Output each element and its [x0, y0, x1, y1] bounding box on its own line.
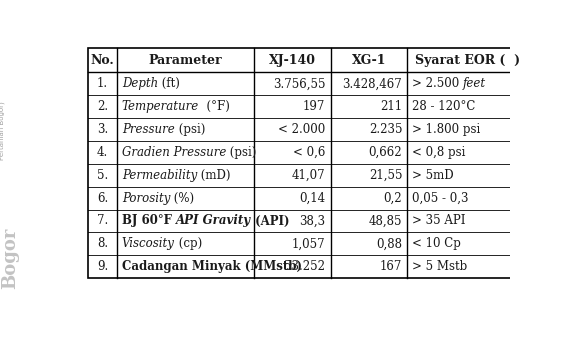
Text: (psi): (psi) [226, 146, 257, 159]
Text: 0,2: 0,2 [384, 191, 402, 205]
Text: No.: No. [91, 54, 115, 67]
Text: (%): (%) [170, 191, 194, 205]
Text: > 5 Mstb: > 5 Mstb [412, 260, 467, 273]
Text: 3.428,467: 3.428,467 [342, 77, 402, 90]
Text: Temperature: Temperature [122, 100, 199, 113]
Text: (°F): (°F) [199, 100, 230, 113]
Text: XG-1: XG-1 [352, 54, 386, 67]
Text: < 2.000: < 2.000 [278, 123, 325, 136]
Text: 2.235: 2.235 [369, 123, 402, 136]
Text: (cp): (cp) [175, 237, 202, 250]
Text: < 10 Cp: < 10 Cp [412, 237, 461, 250]
Text: 28 - 120°C: 28 - 120°C [412, 100, 475, 113]
Text: 4.: 4. [97, 146, 108, 159]
Text: 0,662: 0,662 [369, 146, 402, 159]
Text: 1,057: 1,057 [291, 237, 325, 250]
Text: Pressure: Pressure [122, 123, 175, 136]
Text: < 0,6: < 0,6 [293, 146, 325, 159]
Text: Porosity: Porosity [122, 191, 170, 205]
Text: 38,3: 38,3 [299, 215, 325, 227]
Text: 1.: 1. [97, 77, 108, 90]
Text: 167: 167 [380, 260, 402, 273]
Text: (API): (API) [251, 215, 290, 227]
Text: > 35 API: > 35 API [412, 215, 466, 227]
Text: 7.: 7. [97, 215, 108, 227]
Text: (ft): (ft) [158, 77, 180, 90]
Text: 211: 211 [380, 100, 402, 113]
Text: > 2.500: > 2.500 [412, 77, 463, 90]
Text: Bogor: Bogor [1, 228, 19, 289]
Text: API Gravity: API Gravity [176, 215, 251, 227]
Text: > 1.800 psi: > 1.800 psi [412, 123, 480, 136]
Text: 3.756,55: 3.756,55 [273, 77, 325, 90]
Text: (psi): (psi) [175, 123, 205, 136]
Text: BJ 60°F: BJ 60°F [122, 215, 176, 227]
Text: 9.: 9. [97, 260, 108, 273]
Text: feet: feet [463, 77, 486, 90]
Text: 41,07: 41,07 [291, 169, 325, 182]
Text: 5.: 5. [97, 169, 108, 182]
Text: 2.: 2. [97, 100, 108, 113]
Text: 0,88: 0,88 [376, 237, 402, 250]
Text: (mD): (mD) [197, 169, 231, 182]
Text: > 5mD: > 5mD [412, 169, 454, 182]
Text: Syarat EOR (  ): Syarat EOR ( ) [414, 54, 520, 67]
Text: XJ-140: XJ-140 [269, 54, 316, 67]
Text: 53.252: 53.252 [284, 260, 325, 273]
Text: 197: 197 [303, 100, 325, 113]
Text: 0,05 - 0,3: 0,05 - 0,3 [412, 191, 468, 205]
Text: Pertanian Bogor): Pertanian Bogor) [0, 102, 5, 160]
Text: Viscosity: Viscosity [122, 237, 175, 250]
Text: 48,85: 48,85 [369, 215, 402, 227]
Text: 8.: 8. [97, 237, 108, 250]
Text: Gradien Pressure: Gradien Pressure [122, 146, 226, 159]
Text: 21,55: 21,55 [369, 169, 402, 182]
Text: 0,14: 0,14 [299, 191, 325, 205]
Text: Depth: Depth [122, 77, 158, 90]
Text: 3.: 3. [97, 123, 108, 136]
Text: Cadangan Minyak (MMstb): Cadangan Minyak (MMstb) [122, 260, 302, 273]
Text: Permeability: Permeability [122, 169, 197, 182]
Bar [87, 48, 527, 278]
Text: < 0,8 psi: < 0,8 psi [412, 146, 466, 159]
Text: Parameter: Parameter [149, 54, 222, 67]
Text: 6.: 6. [97, 191, 108, 205]
